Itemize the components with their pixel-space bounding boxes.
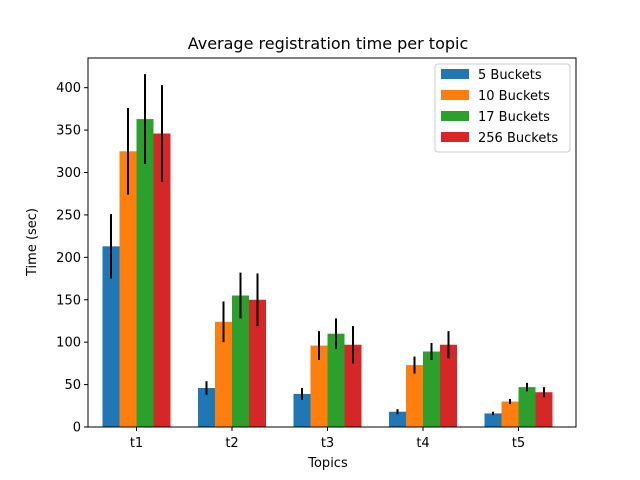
legend-label-series-3: 17 Buckets <box>478 110 550 125</box>
legend-swatch-series-3 <box>441 111 469 121</box>
bar-t4-series-2 <box>406 365 423 427</box>
y-tick-label: 100 <box>56 336 81 351</box>
legend-swatch-series-4 <box>441 132 469 142</box>
y-tick-label: 350 <box>56 124 81 139</box>
bar-t2-series-2 <box>215 321 232 427</box>
y-tick-label: 150 <box>56 293 81 308</box>
bar-t5-series-1 <box>484 413 502 427</box>
bar-t3-series-1 <box>293 393 311 427</box>
bar-t1-series-3 <box>136 119 154 427</box>
bar-t3-series-2 <box>310 345 328 427</box>
legend-label-series-2: 10 Buckets <box>478 89 550 104</box>
bar-t3-series-3 <box>327 333 345 427</box>
y-axis-label: Time (sec) <box>25 208 40 277</box>
bar-t1-series-1 <box>102 246 120 427</box>
legend-swatch-series-1 <box>441 69 469 79</box>
y-tick-label: 50 <box>64 378 81 393</box>
chart-title: Average registration time per topic <box>188 34 469 53</box>
legend-swatch-series-2 <box>441 90 469 100</box>
bar-t4-series-1 <box>389 411 406 427</box>
bar-t2-series-4 <box>249 299 266 427</box>
x-tick-label: t2 <box>225 436 238 451</box>
y-tick-label: 200 <box>56 251 81 266</box>
x-axis: t1 t2 t3 t4 t5 <box>130 427 525 451</box>
y-tick-label: 0 <box>73 421 81 436</box>
bar-t5-series-2 <box>501 401 519 427</box>
x-tick-label: t4 <box>416 436 429 451</box>
legend-label-series-4: 256 Buckets <box>478 131 558 146</box>
x-tick-label: t3 <box>321 436 334 451</box>
error-bars-layer <box>110 74 545 416</box>
plot-frame <box>87 57 577 428</box>
bar-t4-series-3 <box>423 351 440 427</box>
bar-t2-series-3 <box>232 295 249 427</box>
x-axis-label: Topics <box>307 456 348 471</box>
bar-t1-series-4 <box>153 133 171 427</box>
bars-layer <box>102 119 553 427</box>
legend-items: 5 Buckets 10 Buckets 17 Buckets 256 Buckets <box>441 68 558 146</box>
legend: 5 Buckets 10 Buckets 17 Buckets 256 Buckets <box>434 63 571 153</box>
legend-label-series-1: 5 Buckets <box>478 68 542 83</box>
x-tick-label: t5 <box>512 436 525 451</box>
y-tick-label: 250 <box>56 208 81 223</box>
legend-frame <box>434 63 571 153</box>
bar-t1-series-2 <box>119 151 137 427</box>
bar-t5-series-3 <box>518 387 536 427</box>
bar-t4-series-4 <box>440 344 457 427</box>
y-tick-label: 300 <box>56 166 81 181</box>
x-tick-label: t1 <box>130 436 143 451</box>
bar-t3-series-4 <box>344 344 362 427</box>
y-axis: 0 50 100 150 200 250 300 350 400 <box>56 81 88 436</box>
bar-t5-series-4 <box>535 392 553 427</box>
bar-t2-series-1 <box>198 387 215 427</box>
y-tick-label: 400 <box>56 81 81 96</box>
